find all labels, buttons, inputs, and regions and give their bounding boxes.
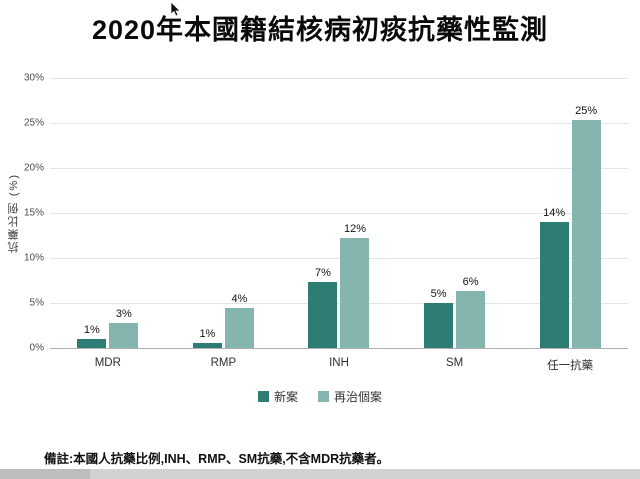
x-category-label: INH <box>329 357 349 369</box>
bar-column: 6% <box>456 276 486 348</box>
bar-value-label: 5% <box>430 288 447 300</box>
y-tick-label: 5% <box>29 297 44 309</box>
chart-title: 2020年本國籍結核病初痰抗藥性監測 <box>91 15 549 45</box>
bar-column: 1% <box>192 327 222 348</box>
bar-value-label: 4% <box>231 293 248 306</box>
bar-column: 5% <box>424 288 454 348</box>
bar-column: 4% <box>224 293 254 348</box>
bar-value-label: 6% <box>462 276 479 289</box>
gridline <box>50 213 628 214</box>
bottom-scrollbar[interactable] <box>0 469 640 479</box>
bar-group-RMP: 1% 4% RMP <box>192 78 254 369</box>
x-axis-line <box>50 348 628 349</box>
x-category-label: 任一抗藥 <box>547 360 594 372</box>
bar-group-SM: 5% 6% SM <box>424 78 486 369</box>
legend-swatch-icon <box>318 391 329 402</box>
legend-label: 新案 <box>273 390 298 404</box>
gridline <box>50 258 628 259</box>
gridline <box>50 168 628 169</box>
x-category-label: RMP <box>210 357 237 369</box>
bar-INH-再治個案 <box>340 238 370 348</box>
y-axis-label-wrap: 抗藥比例 (%) <box>6 78 22 348</box>
legend-swatch-icon <box>257 391 269 402</box>
x-category-label: MDR <box>94 357 121 369</box>
bar-column: 25% <box>571 105 601 348</box>
y-tick-label: 30% <box>23 72 44 84</box>
gridline <box>50 303 628 304</box>
y-tick-label: 10% <box>23 252 44 264</box>
bottom-scrollbar-thumb[interactable] <box>0 469 90 479</box>
gridline <box>50 78 628 79</box>
bar-RMP-再治個案 <box>224 308 254 348</box>
mouse-cursor-icon <box>170 2 181 17</box>
bar-column: 14% <box>539 207 569 348</box>
y-tick-label: 15% <box>23 207 44 219</box>
bar-value-label: 7% <box>315 267 331 280</box>
plot-area: 1% 3% MDR 1% 4% RMP 7% 12% INH 5% 6% SM 14% 25% 任一抗藥 0… <box>24 73 628 372</box>
bar-column: 7% <box>308 267 338 348</box>
bar-MDR-再治個案 <box>109 322 139 348</box>
bar-group-MDR: 1% 3% MDR <box>77 78 139 369</box>
legend-label: 再治個案 <box>334 390 383 404</box>
y-tick-label: 0% <box>29 342 44 354</box>
bar-SM-新案 <box>424 303 454 348</box>
legend-item: 新案 <box>257 388 298 405</box>
bar-group-INH: 7% 12% INH <box>308 78 370 369</box>
bar-RMP-新案 <box>192 342 222 348</box>
bar-column: 1% <box>77 324 107 348</box>
y-tick-label: 20% <box>23 162 44 174</box>
bar-MDR-新案 <box>77 339 107 348</box>
bar-value-label: 1% <box>83 324 100 336</box>
bar-任一抗藥-新案 <box>539 222 569 348</box>
bar-任一抗藥-再治個案 <box>571 120 601 348</box>
bar-group-任一抗藥: 14% 25% 任一抗藥 <box>539 78 601 372</box>
bar-value-label: 25% <box>575 105 598 118</box>
gridline <box>50 123 628 124</box>
x-category-label: SM <box>445 357 464 369</box>
y-tick-label: 25% <box>23 117 44 129</box>
legend-item: 再治個案 <box>318 388 382 405</box>
bar-column: 12% <box>340 223 370 348</box>
bar-value-label: 3% <box>115 307 132 320</box>
bar-INH-新案 <box>308 282 338 348</box>
bar-column: 3% <box>109 307 139 348</box>
footnote: 備註:本國人抗藥比例,INH、RMP、SM抗藥,不含MDR抗藥者。 <box>44 452 390 466</box>
bar-value-label: 12% <box>343 223 366 236</box>
bar-value-label: 14% <box>543 207 566 219</box>
legend: 新案 再治個案 <box>0 388 640 405</box>
bar-SM-再治個案 <box>456 291 486 348</box>
bar-groups: 1% 3% MDR 1% 4% RMP 7% 12% INH 5% 6% SM 14% 25% 任一抗藥 <box>50 78 628 372</box>
y-axis-label: 抗藥比例 (%) <box>8 172 20 254</box>
bar-value-label: 1% <box>199 327 216 340</box>
